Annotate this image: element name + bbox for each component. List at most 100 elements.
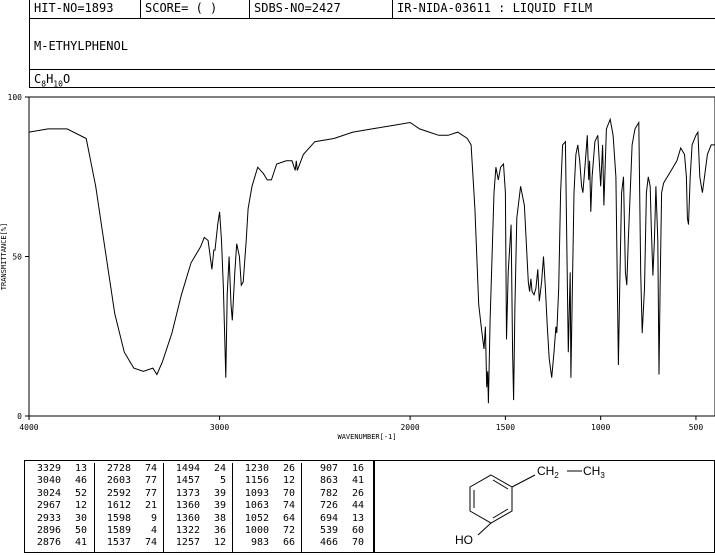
peak-transmittance: 66 [282, 537, 295, 549]
peak-column-4: 1230 26 1156 12 1093 70 1063 74 1052 64 1000 72 983 6… [232, 463, 300, 552]
peak-transmittance: 52 [74, 487, 87, 499]
peak-wavenumber: 1494 [175, 463, 200, 474]
x-axis-label: WAVENUMBER[-1] [337, 433, 396, 441]
peak-row: 2967 12 [25, 500, 92, 512]
peak-row: 3024 52 [25, 488, 92, 500]
peak-row: 1612 21 [95, 500, 162, 512]
peak-row: 539 60 [302, 525, 369, 537]
peak-transmittance: 24 [213, 463, 226, 474]
peak-row: 1063 74 [233, 500, 300, 512]
peak-wavenumber: 2876 [36, 537, 61, 549]
ring-double-bond-2 [492, 508, 509, 519]
structure-diagram: CH2 CH3 HO [455, 464, 605, 547]
peak-wavenumber: 1537 [106, 537, 131, 549]
peak-row: 1373 39 [164, 488, 231, 500]
peak-wavenumber: 2603 [106, 475, 131, 487]
peak-transmittance: 70 [282, 487, 295, 499]
y-axis-label-group: TRANSMITTANCE[%] [0, 223, 8, 290]
peak-transmittance: 4 [150, 524, 157, 536]
peak-wavenumber: 1257 [175, 537, 200, 549]
plot-frame [28, 96, 715, 417]
peak-row: 1589 4 [95, 525, 162, 537]
peak-transmittance: 46 [74, 475, 87, 487]
peak-row: 2592 77 [95, 488, 162, 500]
benzene-ring [469, 470, 582, 536]
structure-panel: CH2 CH3 HO [374, 460, 715, 553]
formula-c: C [34, 72, 42, 86]
peak-wavenumber: 1589 [106, 524, 131, 536]
peak-wavenumber: 1360 [175, 500, 200, 512]
spectrum-group [28, 117, 715, 404]
peak-wavenumber: 2967 [36, 500, 61, 512]
sdbs-number: SDBS-NO=2427 [250, 0, 393, 18]
oh-bond [477, 522, 492, 536]
peak-column-1: 3329 13 3040 46 3024 52 2967 12 2933 30 2896 50 2876… [25, 463, 92, 552]
peak-transmittance: 41 [74, 537, 87, 549]
peak-wavenumber: 3024 [36, 487, 61, 499]
peak-row: 863 41 [302, 475, 369, 487]
ticks-group: 4000 3000 2000 1500 1000 500 0 50 100 WAVENUMBER[… [8, 93, 704, 441]
peak-wavenumber: 2896 [36, 524, 61, 536]
peak-transmittance: 36 [213, 524, 226, 536]
formula-h: H [46, 72, 54, 86]
peak-transmittance: 21 [144, 500, 157, 512]
peak-transmittance: 44 [351, 500, 364, 512]
peak-row: 1360 39 [164, 500, 231, 512]
peak-transmittance: 39 [213, 500, 226, 512]
peak-transmittance: 77 [144, 475, 157, 487]
peak-transmittance: 16 [351, 463, 364, 474]
peak-wavenumber: 1156 [244, 475, 269, 487]
peak-transmittance: 50 [74, 524, 87, 536]
x-tick-label-3000: 3000 [210, 423, 229, 432]
y-tick-label-100: 100 [8, 93, 23, 102]
peak-row: 1052 64 [233, 513, 300, 525]
peak-transmittance: 13 [351, 512, 364, 524]
ring-double-bond-1 [492, 479, 509, 490]
peak-wavenumber: 2933 [36, 512, 61, 524]
peak-row: 2876 41 [25, 537, 92, 549]
molecular-formula: C8H10O [34, 72, 70, 88]
peak-wavenumber: 1000 [244, 524, 269, 536]
peak-transmittance: 12 [74, 500, 87, 512]
peak-transmittance: 74 [144, 537, 157, 549]
peak-transmittance: 12 [213, 537, 226, 549]
peak-column-2: 2728 74 2603 77 2592 77 1612 21 1598 9 1589 4 1537 74 [94, 463, 162, 552]
peak-wavenumber: 1598 [106, 512, 131, 524]
peak-transmittance: 13 [74, 463, 87, 474]
peak-wavenumber: 694 [319, 512, 338, 524]
peak-transmittance: 26 [282, 463, 295, 474]
y-tick-label-0: 0 [17, 412, 22, 421]
peak-wavenumber: 2728 [106, 463, 131, 474]
peak-row: 1156 12 [233, 475, 300, 487]
peak-wavenumber: 1052 [244, 512, 269, 524]
score-field: SCORE= ( ) [141, 0, 250, 18]
peak-row: 726 44 [302, 500, 369, 512]
peak-transmittance: 5 [219, 475, 226, 487]
peak-wavenumber: 863 [319, 475, 338, 487]
peak-transmittance: 70 [351, 537, 364, 549]
hit-number: HIT-NO=1893 [30, 0, 141, 18]
peak-row: 2728 74 [95, 463, 162, 475]
peak-transmittance: 60 [351, 524, 364, 536]
peak-wavenumber: 1322 [175, 524, 200, 536]
compound-name: M-ETHYLPHENOL [34, 39, 128, 53]
peak-row: 1257 12 [164, 537, 231, 549]
peak-row: 907 16 [302, 463, 369, 475]
axes-group [28, 96, 715, 417]
peak-row: 3040 46 [25, 475, 92, 487]
peak-wavenumber: 907 [319, 463, 338, 474]
peak-transmittance: 74 [144, 463, 157, 474]
peak-transmittance: 74 [282, 500, 295, 512]
x-tick-label-4000: 4000 [19, 423, 38, 432]
ch2-label: CH2 [537, 464, 559, 480]
peak-wavenumber: 466 [319, 537, 338, 549]
peak-transmittance: 72 [282, 524, 295, 536]
peak-row: 1230 26 [233, 463, 300, 475]
spectrum-line [28, 117, 715, 404]
peak-wavenumber: 1230 [244, 463, 269, 474]
peak-row: 2603 77 [95, 475, 162, 487]
peak-row: 1322 36 [164, 525, 231, 537]
peak-row: 1494 24 [164, 463, 231, 475]
y-tick-label-50: 50 [12, 253, 22, 262]
peak-transmittance: 30 [74, 512, 87, 524]
